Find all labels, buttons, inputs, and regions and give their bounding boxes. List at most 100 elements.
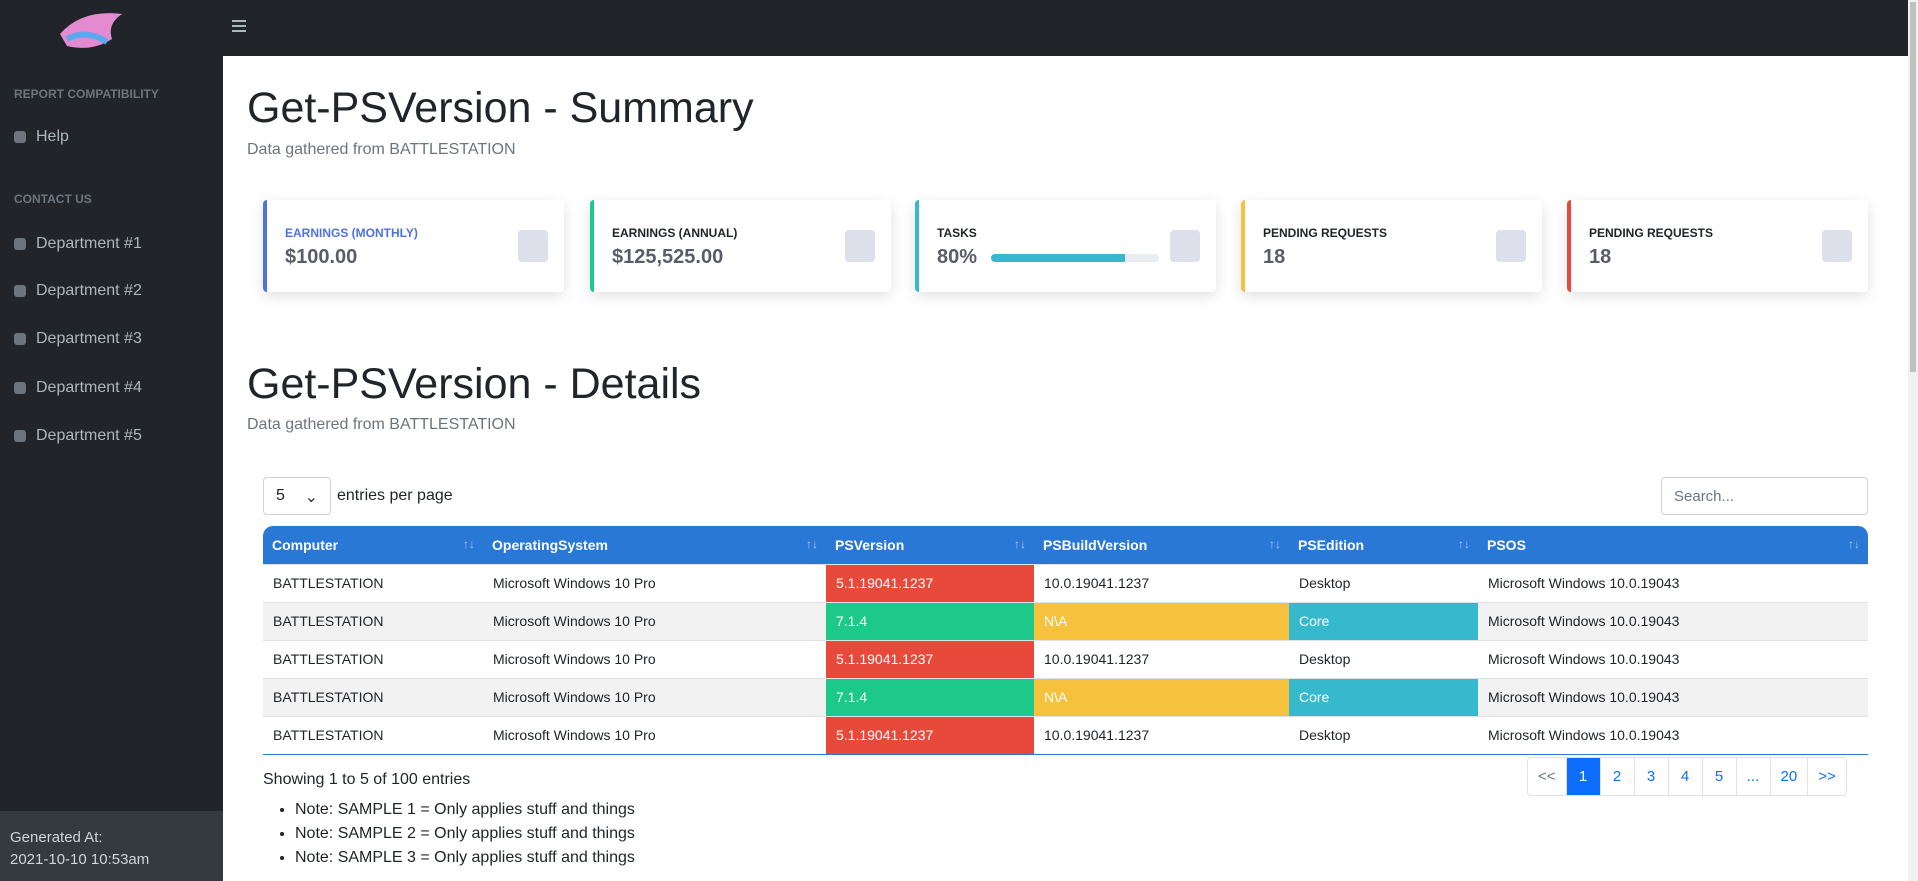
details-title: Get-PSVersion - Details (247, 360, 702, 408)
card-label: PENDING REQUESTS (1589, 226, 1714, 240)
table-cell: Core (1289, 677, 1478, 716)
sort-icon: ↑↓ (1848, 536, 1860, 551)
note: Note: SAMPLE 1 = Only applies stuff and … (295, 798, 635, 822)
table-row: BATTLESTATION Microsoft Windows 10 Pro 5.1… (263, 639, 1868, 678)
pagination: << 1 2 3 4 5... 20 >> (1527, 757, 1847, 796)
table-cell: Core (1289, 601, 1478, 640)
table-cell: 10.0.19041.1237 (1034, 715, 1289, 755)
card-icon (1170, 230, 1200, 262)
table-cell: Microsoft Windows 10.0.19043 (1478, 639, 1868, 678)
card-icon (518, 230, 548, 262)
card-value-row: 18 (1263, 246, 1524, 269)
page-link[interactable]: 2 (1599, 758, 1634, 795)
nav-text: Department #1 (36, 235, 142, 252)
table-cell: 5.1.19041.1237 (826, 639, 1034, 678)
stat-card: EARNINGS (ANNUAL) $125,525.00 (590, 200, 891, 292)
card-label: TASKS (937, 226, 977, 240)
table-row: BATTLESTATION Microsoft Windows 10 Pro 5.1… (263, 715, 1868, 755)
summary-subtitle: Data gathered from BATTLESTATION (247, 141, 516, 158)
column-title: PSEdition (1298, 536, 1365, 553)
page-link[interactable]: 1 (1565, 758, 1600, 795)
table-cell: Microsoft Windows 10 Pro (483, 639, 826, 678)
sort-icon: ↑↓ (1014, 536, 1026, 551)
chevron: ⌄ (304, 489, 318, 506)
stat-card: PENDING REQUESTS 18 (1567, 200, 1868, 292)
stat-card: EARNINGS (MONTHLY) $100.00 (263, 200, 564, 292)
table-cell: Desktop (1289, 563, 1478, 602)
card-value-row: $100.00 (285, 246, 546, 269)
search-input[interactable]: Search... (1661, 477, 1868, 515)
nav-icon (14, 285, 26, 297)
sort-icon: ↑↓ (806, 536, 818, 551)
table-cell: BATTLESTATION (263, 677, 483, 716)
notes: Note: SAMPLE 1 = Only applies stuff and … (263, 798, 635, 870)
topbar (223, 0, 1908, 56)
table-cell: 5.1.19041.1237 (826, 715, 1034, 755)
page-link[interactable]: << (1538, 768, 1556, 785)
table-cell: Microsoft Windows 10 Pro (483, 563, 826, 602)
note: Note: SAMPLE 3 = Only applies stuff and … (295, 846, 635, 870)
stat-card: PENDING REQUESTS 18 (1241, 200, 1542, 292)
page-link[interactable]: >> (1807, 758, 1846, 795)
sidebar-link[interactable]: Department #4 (14, 379, 142, 397)
logo (60, 13, 122, 48)
page-link[interactable]: 20 (1769, 758, 1808, 795)
card-value: $100.00 (285, 246, 358, 268)
column-header[interactable]: PSOS ↑↓ (1478, 526, 1868, 564)
column-title: PSOS (1487, 536, 1526, 553)
column-header[interactable]: Computer ↑↓ (263, 526, 483, 564)
sidebar-link[interactable]: Department #2 (14, 282, 142, 300)
nav-text: Department #2 (36, 282, 142, 299)
nav-text: Department #5 (36, 427, 142, 444)
note: Note: SAMPLE 2 = Only applies stuff and … (295, 822, 635, 846)
table-row: BATTLESTATION Microsoft Windows 10 Pro 7.1… (263, 677, 1868, 716)
table-cell: N\A (1034, 601, 1289, 640)
menu-toggle[interactable] (232, 20, 246, 35)
card-icon (1822, 230, 1852, 262)
sidebar-link[interactable]: Help (14, 128, 69, 146)
table-cell: BATTLESTATION (263, 639, 483, 678)
card-value: 18 (1589, 246, 1612, 268)
nav-icon (14, 382, 26, 394)
sidebar-link[interactable]: Department #5 (14, 427, 142, 445)
sort-icon: ↑↓ (463, 536, 475, 551)
nav-text: Help (36, 128, 69, 145)
page-link[interactable]: 4 (1667, 758, 1702, 795)
table-cell: Microsoft Windows 10 Pro (483, 677, 826, 716)
card-value-row: $125,525.00 (612, 246, 873, 269)
sidebar-link[interactable]: Department #1 (14, 235, 142, 253)
nav-icon (14, 430, 26, 442)
table-cell: BATTLESTATION (263, 715, 483, 755)
generated-label: Generated At: (10, 829, 103, 846)
sidebar-section: CONTACT US (14, 192, 92, 206)
table-cell: Microsoft Windows 10.0.19043 (1478, 715, 1868, 755)
card-icon (845, 230, 875, 262)
table-cell: Desktop (1289, 715, 1478, 755)
table-cell: Microsoft Windows 10.0.19043 (1478, 601, 1868, 640)
sidebar-section: REPORT COMPATIBILITY (14, 87, 159, 101)
page-size-select[interactable]: 5 ⌄ (263, 477, 331, 515)
column-header[interactable]: PSBuildVersion ↑↓ (1034, 526, 1289, 564)
nav-icon (14, 333, 26, 345)
column-header[interactable]: PSEdition ↑↓ (1289, 526, 1478, 564)
column-title: PSVersion (835, 536, 905, 553)
card-value-row: 80% (937, 246, 1198, 269)
table-cell: Desktop (1289, 639, 1478, 678)
table-cell: N\A (1034, 677, 1289, 716)
table-cell: BATTLESTATION (263, 563, 483, 602)
sidebar-link[interactable]: Department #3 (14, 330, 142, 348)
page-link[interactable]: 3 (1633, 758, 1668, 795)
progress (991, 253, 1160, 262)
column-title: OperatingSystem (492, 536, 608, 553)
table-cell: 7.1.4 (826, 677, 1034, 716)
nav-text: Department #3 (36, 330, 142, 347)
page-link[interactable]: 5 (1701, 758, 1736, 795)
table-info: Showing 1 to 5 of 100 entries (263, 771, 471, 788)
page-link[interactable]: ... (1735, 758, 1770, 795)
table-cell: Microsoft Windows 10 Pro (483, 715, 826, 755)
column-header[interactable]: OperatingSystem ↑↓ (483, 526, 826, 564)
sidebar: Generated At: 2021-10-10 10:53am REPORT C… (0, 0, 223, 881)
table-cell: Microsoft Windows 10.0.19043 (1478, 563, 1868, 602)
column-header[interactable]: PSVersion ↑↓ (826, 526, 1034, 564)
